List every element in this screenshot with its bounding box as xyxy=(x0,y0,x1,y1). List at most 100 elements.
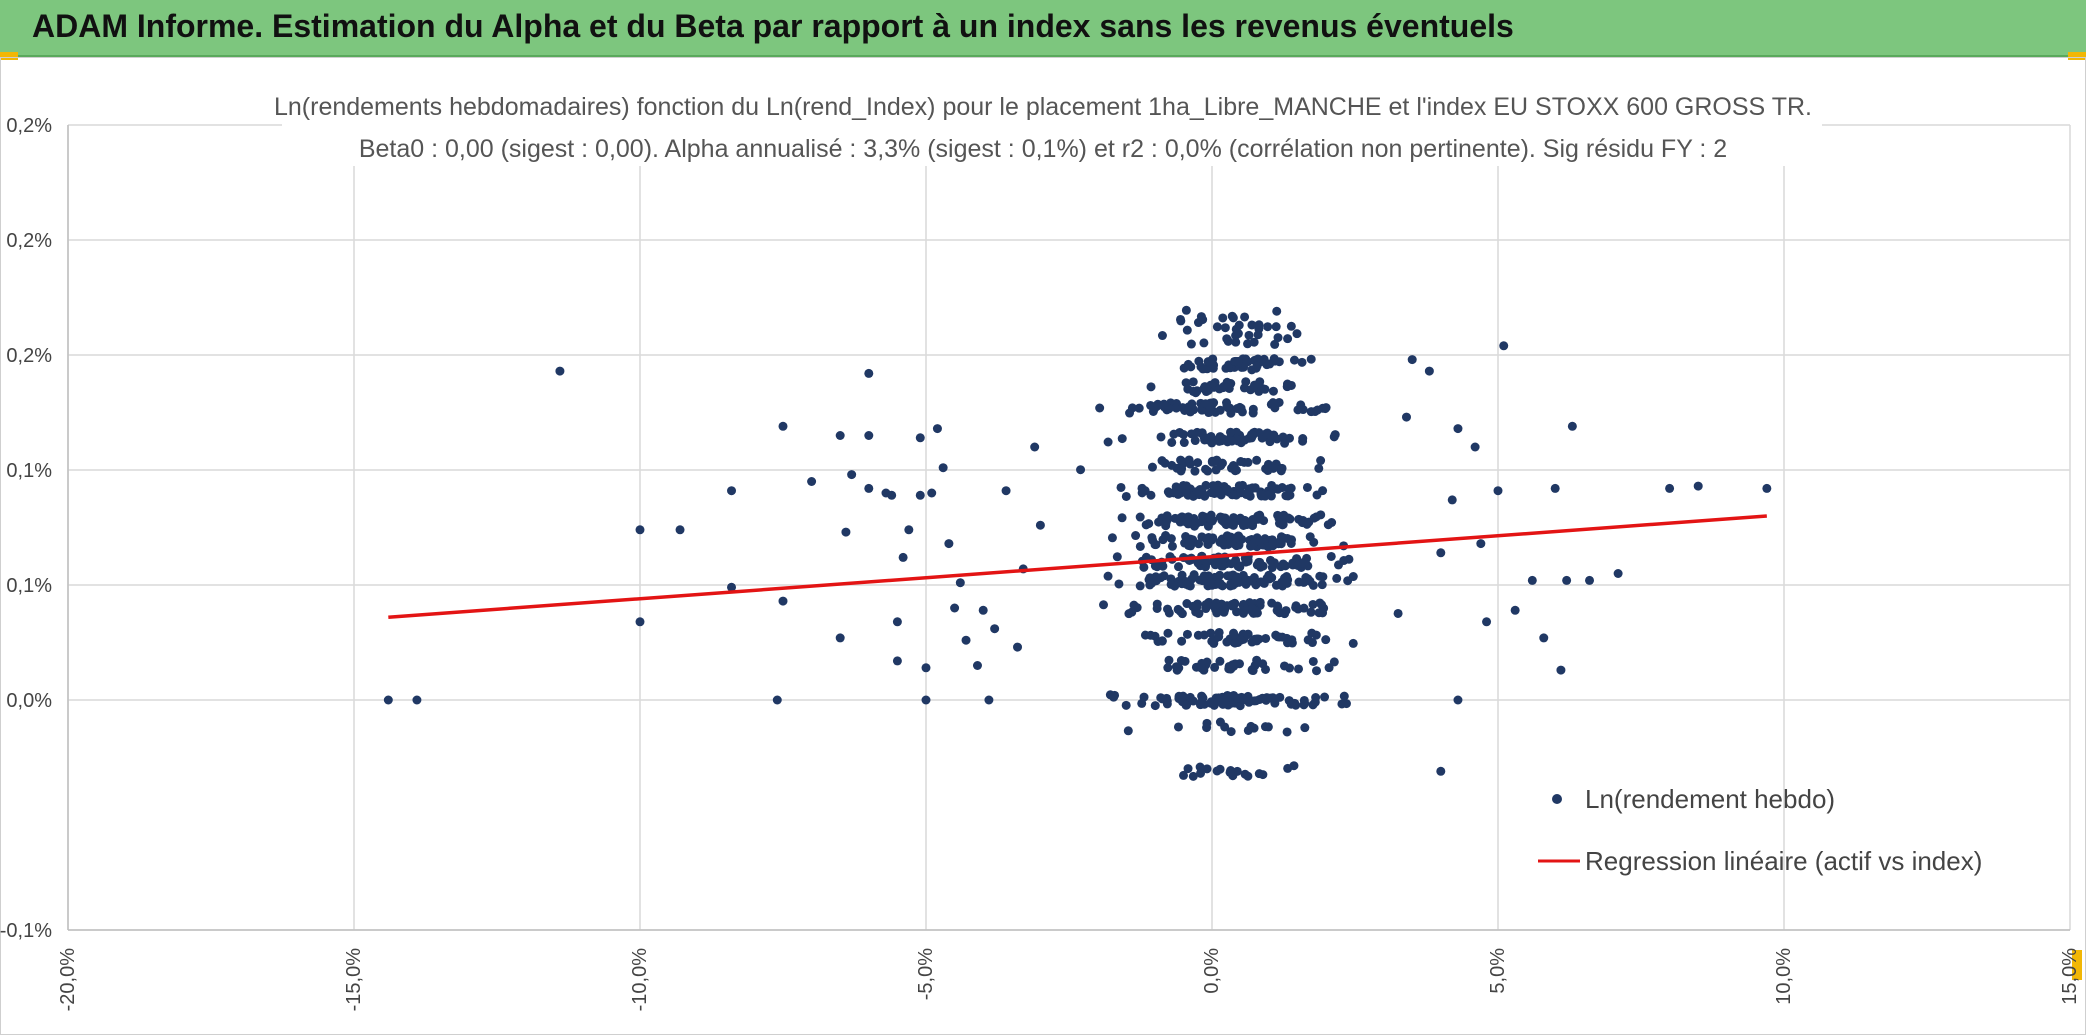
data-point xyxy=(1181,579,1191,589)
data-point xyxy=(1167,460,1177,470)
report-title: ADAM Informe. Estimation du Alpha et du … xyxy=(32,8,1514,44)
data-point xyxy=(1228,313,1238,323)
data-point xyxy=(892,656,902,666)
data-point xyxy=(1205,533,1215,543)
data-point xyxy=(1206,628,1216,638)
data-point xyxy=(1173,722,1183,732)
data-point xyxy=(950,603,960,613)
data-point xyxy=(978,605,988,615)
data-point xyxy=(1267,598,1277,608)
data-point xyxy=(1193,458,1203,468)
data-point xyxy=(1302,482,1312,492)
data-point xyxy=(1224,661,1234,671)
data-point xyxy=(1150,540,1160,550)
data-point xyxy=(412,695,422,705)
data-point xyxy=(1252,455,1262,465)
data-point xyxy=(1227,599,1237,609)
data-point xyxy=(1226,727,1236,737)
data-point xyxy=(1214,627,1224,637)
data-point xyxy=(1231,337,1241,347)
data-point xyxy=(1167,541,1177,551)
data-point xyxy=(1164,608,1174,618)
data-point xyxy=(1230,638,1240,648)
data-point xyxy=(1254,320,1264,330)
data-point xyxy=(1209,601,1219,611)
data-point xyxy=(1329,432,1339,442)
data-point xyxy=(1248,408,1258,418)
data-point xyxy=(1283,763,1293,773)
data-point xyxy=(1212,766,1222,776)
data-point xyxy=(1267,563,1277,573)
data-point xyxy=(1114,579,1124,589)
data-point xyxy=(1268,463,1278,473)
data-point xyxy=(1235,562,1245,572)
data-point xyxy=(1539,633,1549,643)
y-tick-label: 0,1% xyxy=(6,575,52,597)
data-point xyxy=(1222,531,1232,541)
data-point xyxy=(1337,699,1347,709)
data-point xyxy=(932,424,942,434)
data-point xyxy=(1099,600,1109,610)
y-tick-label: 0,1% xyxy=(6,460,52,482)
data-point xyxy=(1206,431,1216,441)
data-point xyxy=(1188,771,1198,781)
data-point xyxy=(1186,339,1196,349)
data-point xyxy=(1190,466,1200,476)
data-point xyxy=(1197,517,1207,527)
data-point xyxy=(904,525,914,535)
data-point xyxy=(1294,664,1304,674)
data-point xyxy=(1175,314,1185,324)
data-point xyxy=(1163,663,1173,673)
data-point xyxy=(1318,572,1328,582)
y-tick-label: 0,2% xyxy=(6,230,52,252)
data-point xyxy=(1299,603,1309,613)
data-point xyxy=(1206,697,1216,707)
data-point xyxy=(927,488,937,498)
data-point xyxy=(835,431,845,440)
data-point xyxy=(727,486,737,496)
data-point xyxy=(1187,399,1197,409)
y-tick-label: 0,2% xyxy=(6,345,52,367)
grid-lines xyxy=(67,124,2071,931)
data-point xyxy=(1312,405,1322,415)
data-point xyxy=(1293,560,1303,570)
data-point xyxy=(1139,692,1149,702)
data-point xyxy=(1157,331,1167,341)
data-point xyxy=(1499,341,1509,351)
data-point xyxy=(1453,424,1463,434)
data-point xyxy=(1272,484,1282,494)
data-point xyxy=(1163,628,1173,638)
data-point xyxy=(1215,656,1225,666)
data-point xyxy=(1198,693,1208,703)
data-point xyxy=(1202,718,1212,728)
data-point xyxy=(778,596,788,606)
data-point xyxy=(1177,636,1187,646)
data-point xyxy=(1247,604,1257,614)
data-point xyxy=(1166,579,1176,589)
data-point xyxy=(1206,578,1216,588)
data-point xyxy=(1248,515,1258,525)
data-point xyxy=(944,539,954,549)
data-point xyxy=(1262,573,1272,583)
data-point xyxy=(1280,561,1290,571)
data-point xyxy=(1510,605,1520,615)
data-point xyxy=(864,368,874,378)
data-point xyxy=(1095,403,1105,413)
data-point xyxy=(1229,628,1239,638)
data-point xyxy=(1135,581,1145,591)
data-point xyxy=(1453,695,1463,705)
data-point xyxy=(1275,692,1285,702)
data-point xyxy=(1201,601,1211,611)
y-tick-label: 0,2% xyxy=(6,115,52,137)
y-tick-labels: -0,1% 0,0% 0,1% 0,1% 0,2% 0,2% 0,2% xyxy=(0,115,52,942)
data-point xyxy=(1135,512,1145,522)
x-tick-label: 10,0% xyxy=(1773,948,1795,1005)
legend-marker-points xyxy=(1552,794,1562,804)
data-point xyxy=(1176,455,1186,465)
data-point xyxy=(1311,693,1321,703)
data-point xyxy=(1241,575,1251,585)
regression-line xyxy=(388,514,1767,619)
data-point xyxy=(1176,692,1186,702)
data-point xyxy=(1001,486,1011,496)
data-point xyxy=(1401,412,1411,422)
